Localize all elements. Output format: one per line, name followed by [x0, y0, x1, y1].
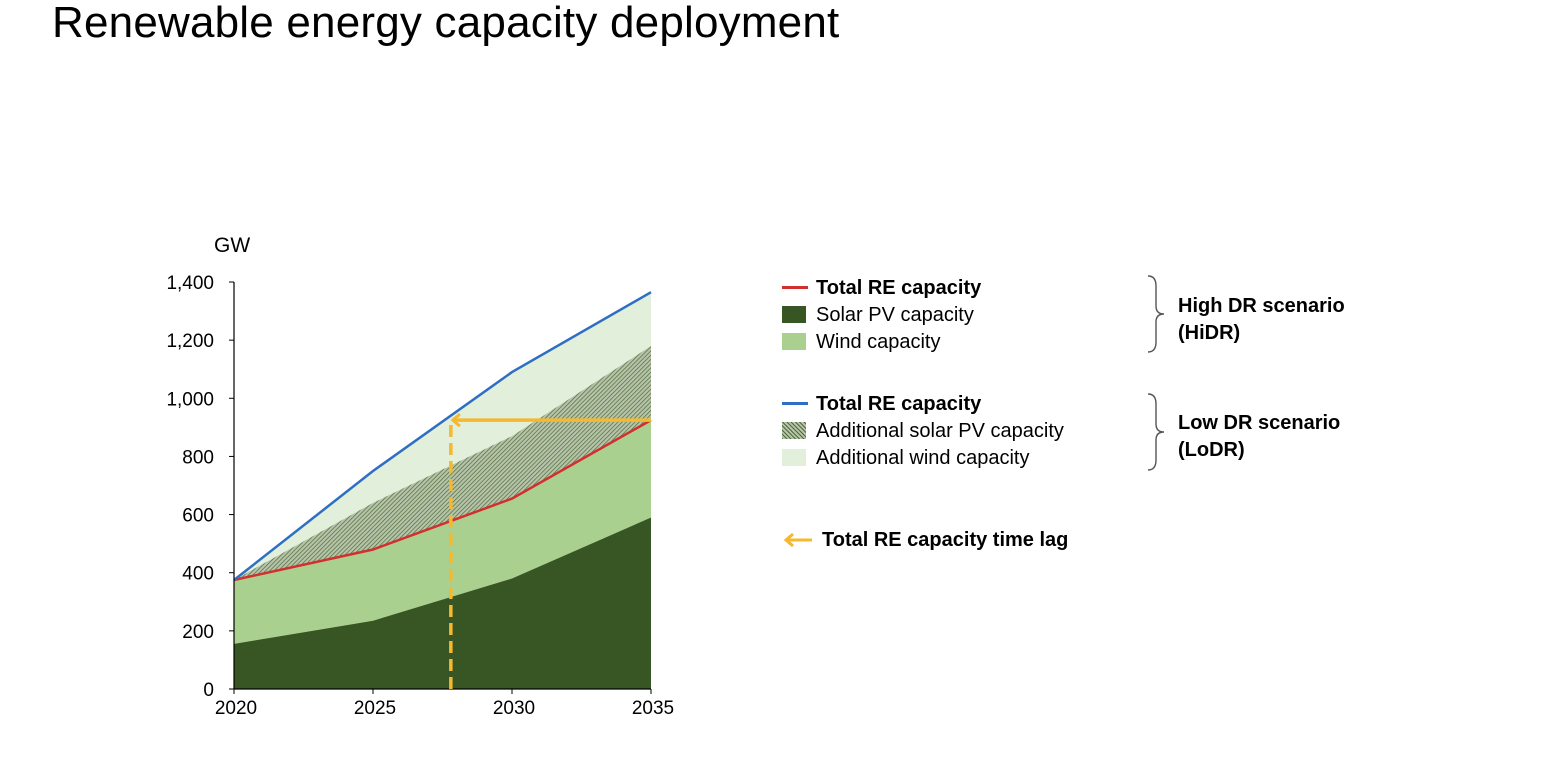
scenario-label-lodr: Low DR scenario (LoDR)	[1178, 410, 1340, 464]
page-title: Renewable energy capacity deployment	[52, 0, 840, 47]
scenario-label-hidr: High DR scenario (HiDR)	[1178, 293, 1345, 347]
legend-swatch	[782, 449, 806, 466]
y-axis-unit: GW	[214, 234, 250, 257]
scenario-hidr-name: High DR scenario	[1178, 295, 1345, 317]
x-tick-label: 2030	[493, 698, 535, 719]
y-tick-label: 600	[182, 506, 214, 527]
area-additional-wind	[234, 292, 651, 580]
area-wind	[234, 420, 651, 644]
brace-hidr-icon	[1147, 275, 1165, 353]
x-tick-label: 2035	[632, 698, 674, 719]
x-tick-label: 2020	[215, 698, 257, 719]
scenario-lodr-abbr: (LoDR)	[1178, 439, 1245, 461]
y-tick-label: 400	[182, 564, 214, 585]
y-tick-label: 1,400	[166, 273, 214, 294]
legend-label: Additional solar PV capacity	[816, 420, 1064, 442]
time-lag-marker	[449, 412, 651, 689]
time-lag-arrowhead	[450, 412, 461, 428]
line-total-lodr	[233, 291, 652, 581]
legend-swatch	[782, 306, 806, 323]
y-tick-label: 800	[182, 447, 214, 468]
legend-swatch	[782, 286, 808, 289]
chart-areas	[234, 292, 651, 689]
y-tick-label: 1,200	[166, 331, 214, 352]
area-solar	[234, 517, 651, 689]
legend-label-time-lag: Total RE capacity time lag	[822, 529, 1069, 551]
area-additional-solar	[234, 346, 651, 580]
chart-axes: 0 200 400 600 800 1,000 1,200 1,400 2020 2025 2030…	[166, 273, 674, 719]
legend-label: Total RE capacity	[816, 393, 982, 415]
line-total-hidr	[233, 419, 652, 582]
legend-swatch	[782, 422, 806, 439]
x-tick-label: 2025	[354, 698, 396, 719]
chart-lines	[233, 291, 652, 582]
legend-swatch	[782, 333, 806, 350]
arrow-left-icon	[783, 532, 812, 548]
legend-swatch	[782, 402, 808, 405]
legend-label: Wind capacity	[816, 331, 941, 353]
legend: Total RE capacity Solar PV capacity Wind c…	[782, 276, 1102, 556]
legend-label: Solar PV capacity	[816, 304, 974, 326]
y-tick-label: 200	[182, 622, 214, 643]
y-tick-label: 1,000	[166, 389, 214, 410]
legend-label: Additional wind capacity	[816, 447, 1030, 469]
brace-lodr-icon	[1147, 393, 1165, 471]
legend-label: Total RE capacity	[816, 277, 982, 299]
scenario-hidr-abbr: (HiDR)	[1178, 322, 1241, 344]
scenario-lodr-name: Low DR scenario	[1178, 412, 1341, 434]
y-tick-label: 0	[203, 680, 214, 701]
